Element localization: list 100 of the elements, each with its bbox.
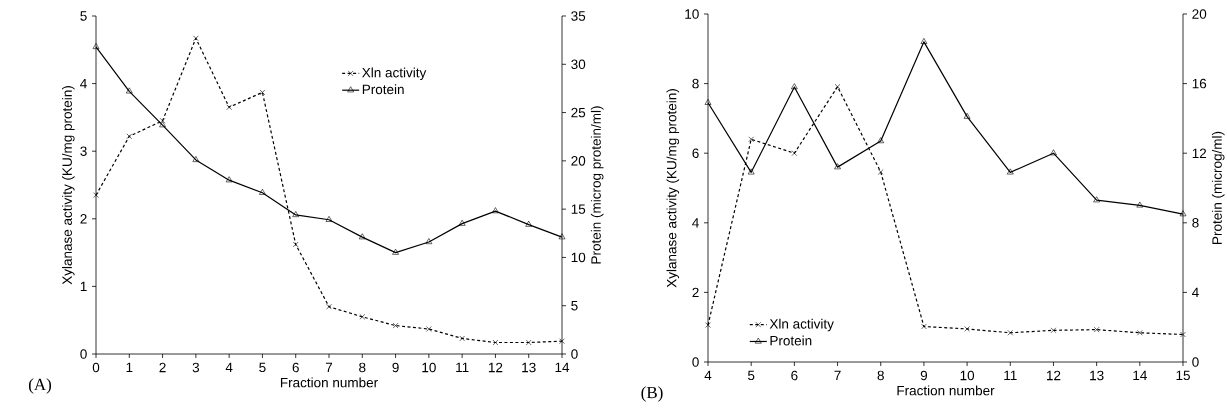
x-tick-label: 11 (1004, 370, 1017, 380)
x-tick-label: 5 (259, 362, 266, 373)
x-tick-label: 14 (1133, 370, 1147, 380)
x-tick-label: 9 (920, 370, 928, 381)
x-tick-label: 8 (359, 362, 366, 373)
y-tick-label: 4 (692, 218, 699, 228)
y2-tick-label: 12 (1192, 148, 1207, 158)
point (125, 87, 133, 94)
point (492, 339, 499, 346)
point (93, 192, 99, 198)
x-axis-title: Fraction number (897, 385, 995, 396)
point (1006, 168, 1014, 175)
point (559, 338, 565, 344)
legend-label: Protein (770, 335, 812, 346)
x-tick-label: 13 (522, 362, 536, 373)
point (126, 133, 133, 140)
point (877, 137, 885, 144)
text: (A) (28, 378, 52, 394)
y-tick-label: 3 (80, 146, 87, 156)
legend-label: Protein (362, 84, 404, 95)
point (292, 241, 299, 248)
y2-tick-label: 35 (571, 11, 586, 21)
x-tick-label: 11 (456, 362, 469, 372)
point (920, 38, 928, 44)
point (226, 104, 232, 111)
point (492, 207, 499, 214)
point (92, 43, 100, 49)
point (525, 220, 533, 227)
y-axis-title: Xylanase activity (KU/mg protein) (62, 86, 75, 285)
x-tick-label: 7 (834, 370, 841, 380)
point (1180, 331, 1186, 338)
y2-tick-label: 15 (571, 204, 586, 214)
y-tick-label: 4 (80, 78, 87, 89)
point (791, 83, 798, 90)
y2-tick-label: 10 (571, 252, 586, 263)
point (1007, 329, 1014, 336)
y2-axis-title: Protein (microg/ml) (1211, 131, 1225, 244)
y-tick-label: 2 (692, 287, 699, 298)
point (558, 233, 566, 240)
y-tick-label: 2 (80, 214, 87, 224)
point (834, 163, 841, 170)
y2-tick-label: 8 (1192, 218, 1199, 228)
point (159, 118, 166, 124)
point (392, 248, 399, 255)
legend-label: Xln activity (769, 318, 834, 332)
y-tick-label: 6 (692, 148, 699, 158)
y-axis-title: Xylanase activity (KU/mg protein) (666, 89, 680, 288)
point (1137, 329, 1143, 336)
point (359, 314, 366, 320)
point (921, 323, 927, 330)
x-tick-label: 7 (325, 362, 333, 372)
point (358, 233, 366, 240)
y2-tick-label: 5 (571, 301, 578, 311)
x-tick-label: 2 (159, 362, 166, 373)
y2-tick-label: 20 (571, 156, 586, 166)
x-tick-label: 9 (392, 362, 399, 373)
point (1136, 201, 1144, 208)
point (225, 176, 233, 183)
x-tick-label: 3 (192, 362, 200, 373)
point (525, 339, 532, 346)
x-tick-label: 6 (292, 362, 299, 373)
point (192, 156, 200, 162)
legend-label: Xln activity (362, 67, 427, 81)
x-tick-label: 10 (422, 362, 436, 373)
point (1050, 327, 1057, 334)
point (1093, 196, 1100, 203)
point (425, 238, 433, 245)
x-tick-label: 4 (704, 370, 712, 380)
point (259, 89, 266, 96)
x-tick-label: 4 (225, 362, 233, 372)
point (193, 35, 199, 42)
x-tick-label: 6 (791, 370, 798, 381)
point (159, 121, 166, 128)
point (325, 215, 333, 222)
y2-tick-label: 20 (1192, 9, 1207, 19)
x-tick-label: 10 (960, 370, 975, 381)
point (1050, 149, 1057, 156)
y2-axis-title: Protein (microg protein/ml) (590, 106, 604, 264)
point (292, 211, 300, 217)
point (748, 136, 754, 143)
y-tick-label: 1 (80, 281, 87, 292)
x-tick-label: 12 (488, 362, 503, 373)
y-tick-label: 0 (80, 349, 87, 359)
point (458, 219, 466, 226)
x-tick-label: 0 (92, 362, 100, 373)
point (326, 303, 332, 310)
point (459, 335, 465, 342)
point (259, 188, 266, 195)
x-axis-title: Fraction number (280, 377, 378, 388)
y-tick-label: 5 (80, 11, 87, 21)
x-tick-label: 12 (1046, 370, 1061, 381)
point (1093, 326, 1100, 333)
x-tick-label: 15 (1176, 370, 1190, 381)
point (834, 83, 841, 90)
point (791, 150, 798, 156)
point (426, 326, 432, 332)
point (877, 169, 884, 175)
point (392, 322, 399, 329)
point (1179, 210, 1187, 217)
text: (B) (641, 386, 663, 402)
